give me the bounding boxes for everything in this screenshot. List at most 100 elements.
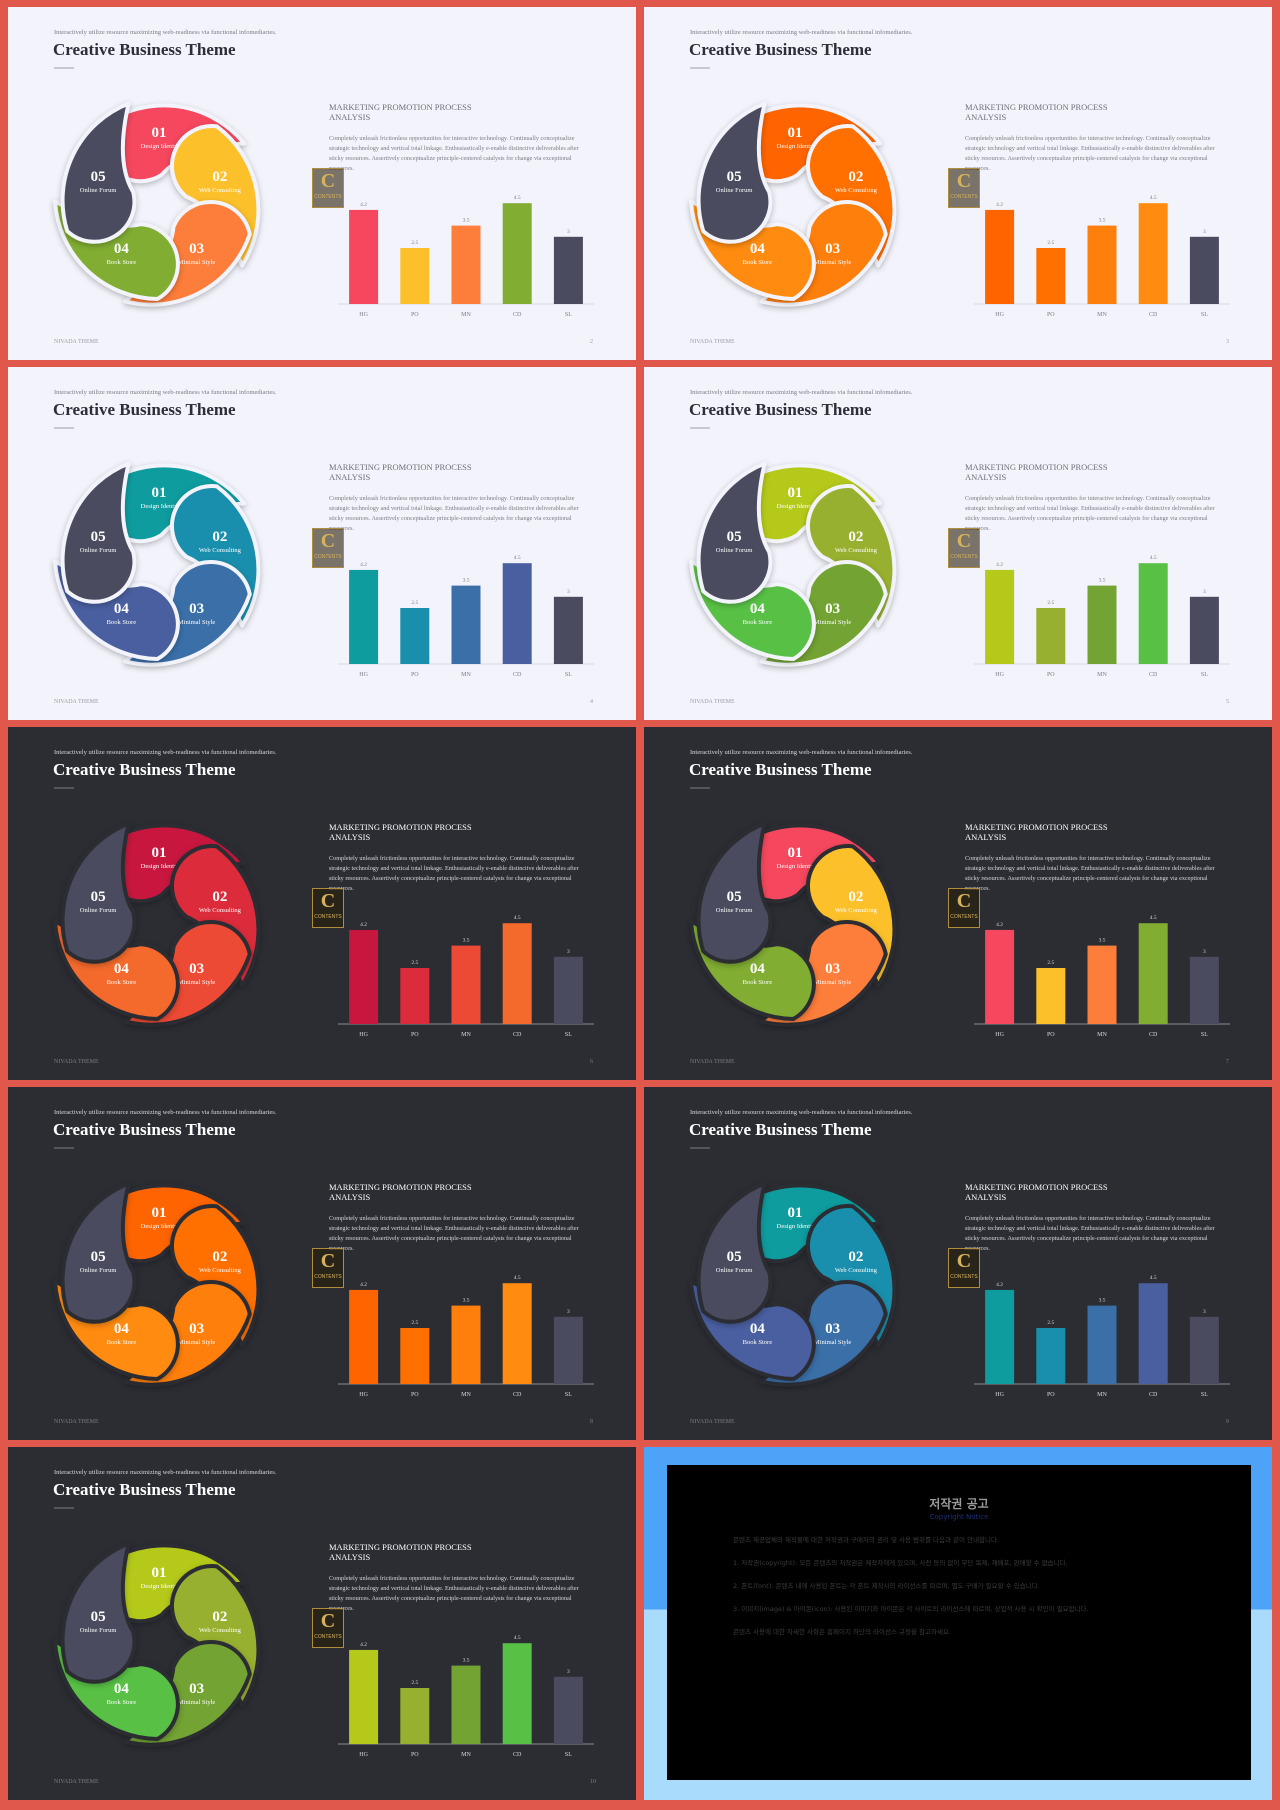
petal-label: Minimal Style — [814, 259, 851, 266]
bar — [1087, 945, 1117, 1024]
bar — [553, 1316, 583, 1384]
value-label: 4.2 — [996, 562, 1003, 568]
slide: 01 Design Identy 02 Web Consulting 03 Minimal… — [644, 1087, 1272, 1440]
petal-label: Minimal Style — [178, 1339, 215, 1346]
petal-number: 01 — [152, 485, 167, 501]
slide-title: Creative Business Theme — [53, 40, 236, 59]
petal-label: Web Consulting — [835, 1267, 878, 1274]
notice-slide: 저작권 공고 Copyright Notice 콘텐츠 제공업체의 제작물에 대한 … — [644, 1447, 1272, 1800]
slide-title: Creative Business Theme — [53, 1480, 236, 1499]
category-label: CD — [513, 312, 522, 318]
value-label: 2.5 — [1047, 960, 1054, 966]
section-heading: MARKETING PROMOTION PROCESS ANALYSIS — [965, 462, 1108, 482]
petal-label: Online Forum — [716, 907, 753, 914]
petal-label: Book Store — [743, 619, 773, 626]
value-label: 3.5 — [463, 1298, 470, 1304]
category-label: MN — [461, 312, 471, 318]
category-label: MN — [1097, 1032, 1107, 1038]
category-label: SL — [565, 1392, 572, 1398]
petal-label: Web Consulting — [835, 907, 878, 914]
bar — [400, 248, 430, 304]
page-number: 3 — [1226, 339, 1229, 345]
value-label: 3.5 — [463, 938, 470, 944]
slide-graphics: 01 Design Identy 02 Web Consulting 03 Minimal… — [689, 67, 1230, 318]
bar — [349, 569, 379, 664]
bar — [1087, 1305, 1117, 1384]
bar — [985, 929, 1015, 1024]
petal-label: Book Store — [743, 259, 773, 266]
petal-label: Web Consulting — [835, 187, 878, 194]
section-body: Completely unleash frictionless opportun… — [329, 495, 579, 532]
watermark-letter: C — [956, 170, 972, 192]
category-label: SL — [1201, 672, 1208, 678]
bar — [985, 209, 1015, 304]
value-label: 4.5 — [1150, 195, 1157, 201]
bar — [1036, 968, 1066, 1024]
petal-label: Book Store — [107, 1339, 137, 1346]
bar — [349, 929, 379, 1024]
category-label: CD — [1149, 1392, 1158, 1398]
footer: NIVADA THEME — [54, 339, 99, 345]
bar — [400, 608, 430, 664]
category-label: MN — [1097, 672, 1107, 678]
bar — [349, 1289, 379, 1384]
petal-label: Online Forum — [80, 1267, 117, 1274]
value-label: 4.2 — [360, 922, 367, 928]
bar — [1087, 585, 1117, 664]
bar — [1138, 563, 1168, 664]
bar — [1087, 225, 1117, 304]
petal-label: Design Identy — [141, 1223, 178, 1230]
tagline: Interactively utilize resource maximizin… — [690, 389, 913, 396]
petal-number: 03 — [189, 1321, 204, 1337]
petal-number: 04 — [114, 601, 130, 617]
petal-number: 05 — [727, 169, 742, 185]
petal-label: Book Store — [107, 1699, 137, 1706]
petal-label: Online Forum — [716, 547, 753, 554]
petal-number: 05 — [727, 889, 742, 905]
category-label: CD — [513, 672, 522, 678]
watermark-letter: C — [320, 170, 336, 192]
value-label: 2.5 — [411, 1680, 418, 1686]
petal-label: Minimal Style — [814, 979, 851, 986]
petal-label: Book Store — [743, 979, 773, 986]
bar — [1138, 923, 1168, 1024]
petal-number: 03 — [825, 241, 840, 257]
petal-number: 02 — [848, 169, 863, 185]
value-label: 3 — [1203, 949, 1206, 955]
watermark-text: CONTENTS — [314, 1274, 342, 1280]
watermark-letter: C — [320, 890, 336, 912]
watermark-letter: C — [956, 890, 972, 912]
petal-number: 04 — [114, 1681, 130, 1697]
page-number: 8 — [590, 1419, 593, 1425]
petal — [696, 1181, 773, 1324]
petal-number: 04 — [114, 241, 130, 257]
bar — [1036, 1328, 1066, 1384]
page-number: 2 — [590, 339, 593, 345]
slide: 01 Design Identy 02 Web Consulting 03 Minimal… — [644, 727, 1272, 1080]
slide-graphics: 01 Design Identy 02 Web Consulting 03 Minimal… — [53, 67, 594, 318]
watermark-letter: C — [320, 530, 336, 552]
bar — [1138, 1283, 1168, 1384]
category-label: SL — [565, 1752, 572, 1758]
footer: NIVADA THEME — [690, 699, 735, 705]
slide-title: Creative Business Theme — [689, 1120, 872, 1139]
footer: NIVADA THEME — [54, 1419, 99, 1425]
category-label: PO — [1047, 672, 1055, 678]
tagline: Interactively utilize resource maximizin… — [690, 29, 913, 36]
watermark-text: CONTENTS — [314, 914, 342, 920]
petal-number: 05 — [91, 1609, 106, 1625]
value-label: 4.2 — [996, 202, 1003, 208]
watermark: C CONTENTS — [948, 1248, 980, 1288]
tagline: Interactively utilize resource maximizin… — [54, 749, 277, 756]
petal — [696, 821, 773, 964]
section-body: Completely unleash frictionless opportun… — [329, 135, 579, 172]
slide: 01 Design Identy 02 Web Consulting 03 Minimal… — [8, 7, 636, 360]
bar — [1189, 956, 1219, 1024]
tagline: Interactively utilize resource maximizin… — [54, 1109, 277, 1116]
bar — [1189, 596, 1219, 664]
category-label: HG — [995, 672, 1004, 678]
petal-number: 04 — [114, 961, 130, 977]
petal-number: 02 — [212, 1249, 227, 1265]
footer: NIVADA THEME — [54, 1779, 99, 1785]
slide-graphics: 01 Design Identy 02 Web Consulting 03 Minimal… — [53, 1507, 594, 1758]
